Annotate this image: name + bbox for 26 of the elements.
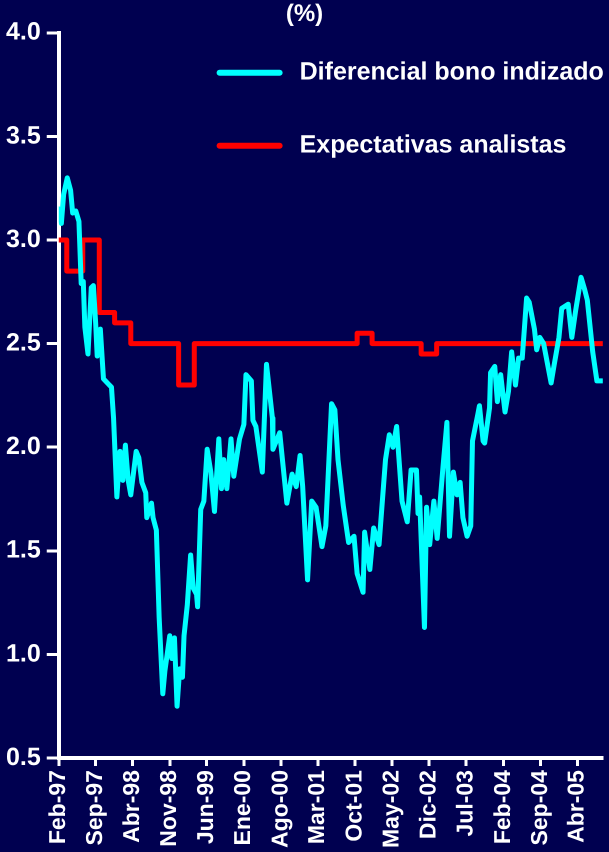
x-tick-label: Abr-98 bbox=[118, 770, 144, 843]
x-tick-label: Ago-00 bbox=[266, 770, 292, 848]
y-tick-label: 2.0 bbox=[6, 432, 41, 460]
x-tick-label: Dic-02 bbox=[414, 770, 441, 840]
x-tick-label: Jul-03 bbox=[451, 770, 478, 836]
y-tick-label: 4.0 bbox=[6, 18, 41, 46]
legend-label: Expectativas analistas bbox=[300, 130, 566, 159]
x-tick-label: Feb-97 bbox=[44, 770, 70, 844]
y-tick-label: 2.5 bbox=[6, 328, 41, 356]
x-tick-label: Nov-98 bbox=[155, 770, 182, 847]
x-tick-label: Mar-01 bbox=[303, 770, 330, 844]
x-tick-label: Sep-04 bbox=[526, 770, 552, 846]
y-tick-label: 0.5 bbox=[6, 742, 41, 771]
chart-title: (%) bbox=[286, 0, 324, 28]
x-tick-label: Feb-04 bbox=[488, 770, 515, 844]
x-tick-label: Abr-05 bbox=[562, 770, 589, 843]
x-tick-label: Ene-00 bbox=[229, 770, 256, 846]
y-tick-label: 1.5 bbox=[6, 536, 41, 564]
x-tick-label: May-02 bbox=[377, 770, 404, 848]
legend-label: Diferencial bono indizado bbox=[300, 58, 604, 86]
x-tick-label: Sep-97 bbox=[80, 770, 107, 846]
x-tick-label: Jun-99 bbox=[192, 770, 218, 844]
y-tick-label: 3.5 bbox=[6, 121, 41, 150]
y-tick-label: 3.0 bbox=[6, 224, 41, 253]
y-tick-label: 1.0 bbox=[6, 639, 41, 668]
x-tick-label: Oct-01 bbox=[340, 770, 366, 842]
